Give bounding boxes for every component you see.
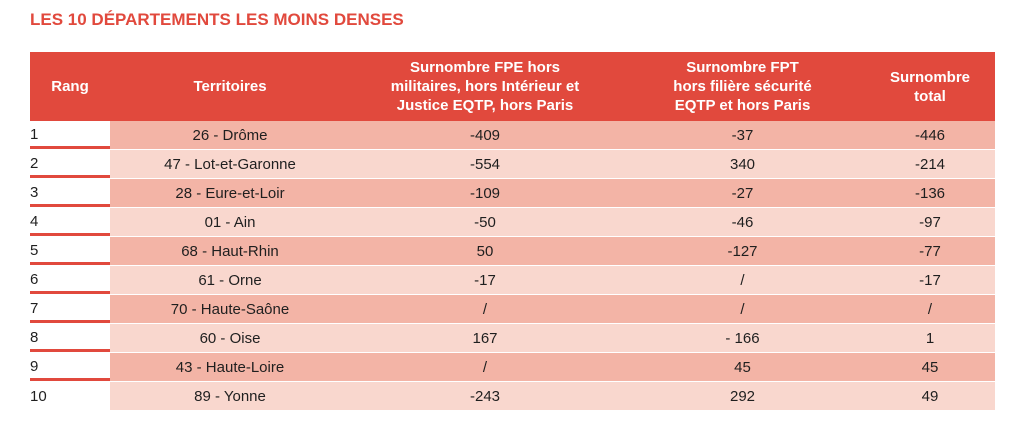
fpt-cell: -127 xyxy=(620,237,865,265)
table-row: 2 47 - Lot-et-Garonne -554 340 -214 xyxy=(30,150,995,178)
table-row: 7 70 - Haute-Saône / / / xyxy=(30,295,995,323)
fpe-cell: -17 xyxy=(350,266,620,294)
territory-cell: 43 - Haute-Loire xyxy=(110,353,350,381)
header-surnombre-fpe: Surnombre FPE hors militaires, hors Inté… xyxy=(350,52,620,121)
fpt-cell: / xyxy=(620,295,865,323)
rank-cell: 1 xyxy=(30,121,110,149)
territory-cell: 47 - Lot-et-Garonne xyxy=(110,150,350,178)
rank-cell: 9 xyxy=(30,353,110,381)
rank-cell: 3 xyxy=(30,179,110,207)
territory-cell: 61 - Orne xyxy=(110,266,350,294)
territory-cell: 70 - Haute-Saône xyxy=(110,295,350,323)
rank-cell: 6 xyxy=(30,266,110,294)
header-line: Surnombre xyxy=(889,68,970,86)
total-cell: -214 xyxy=(865,150,995,178)
header-line: Justice EQTP, hors Paris xyxy=(396,97,574,114)
fpe-cell: -50 xyxy=(350,208,620,236)
fpe-cell: -554 xyxy=(350,150,620,178)
territory-cell: 26 - Drôme xyxy=(110,121,350,149)
territory-cell: 28 - Eure-et-Loir xyxy=(110,179,350,207)
total-cell: -77 xyxy=(865,237,995,265)
header-territoires: Territoires xyxy=(110,52,350,121)
fpt-cell: 340 xyxy=(620,150,865,178)
total-cell: -97 xyxy=(865,208,995,236)
rank-cell: 7 xyxy=(30,295,110,323)
table-row: 1 26 - Drôme -409 -37 -446 xyxy=(30,121,995,149)
table-row: 3 28 - Eure-et-Loir -109 -27 -136 xyxy=(30,179,995,207)
header-line: Rang xyxy=(51,78,89,95)
header-line: Territoires xyxy=(193,78,267,95)
fpe-cell: -109 xyxy=(350,179,620,207)
table-row: 10 89 - Yonne -243 292 49 xyxy=(30,382,995,410)
header-rang: Rang xyxy=(30,52,110,121)
density-table: Rang Territoires Surnombre FPE hors mili… xyxy=(30,52,995,411)
total-cell: -446 xyxy=(865,121,995,149)
territory-cell: 60 - Oise xyxy=(110,324,350,352)
header-line: Surnombre FPE hors xyxy=(409,59,561,76)
total-cell: -17 xyxy=(865,266,995,294)
table-row: 9 43 - Haute-Loire / 45 45 xyxy=(30,353,995,381)
table-row: 8 60 - Oise 167 - 166 1 xyxy=(30,324,995,352)
header-line: hors filière sécurité xyxy=(673,78,812,95)
fpe-cell: -243 xyxy=(350,382,620,410)
fpt-cell: / xyxy=(620,266,865,294)
total-cell: -136 xyxy=(865,179,995,207)
fpe-cell: 50 xyxy=(350,237,620,265)
header-line: militaires, hors Intérieur et xyxy=(390,78,580,95)
total-cell: 45 xyxy=(865,353,995,381)
table-row: 4 01 - Ain -50 -46 -97 xyxy=(30,208,995,236)
fpe-cell: / xyxy=(350,353,620,381)
rank-cell: 10 xyxy=(30,382,110,410)
rank-cell: 5 xyxy=(30,237,110,265)
fpt-cell: -46 xyxy=(620,208,865,236)
fpt-cell: 45 xyxy=(620,353,865,381)
total-cell: 1 xyxy=(865,324,995,352)
header-surnombre-total: Surnombre total xyxy=(865,52,995,121)
total-cell: 49 xyxy=(865,382,995,410)
header-line: total xyxy=(914,87,946,105)
rank-cell: 2 xyxy=(30,150,110,178)
total-cell: / xyxy=(865,295,995,323)
territory-cell: 89 - Yonne xyxy=(110,382,350,410)
rank-cell: 8 xyxy=(30,324,110,352)
table-row: 6 61 - Orne -17 / -17 xyxy=(30,266,995,294)
fpt-cell: -37 xyxy=(620,121,865,149)
table-row: 5 68 - Haut-Rhin 50 -127 -77 xyxy=(30,237,995,265)
territory-cell: 68 - Haut-Rhin xyxy=(110,237,350,265)
fpt-cell: 292 xyxy=(620,382,865,410)
page-title: LES 10 DÉPARTEMENTS LES MOINS DENSES xyxy=(30,10,404,29)
rank-cell: 4 xyxy=(30,208,110,236)
header-line: EQTP et hors Paris xyxy=(674,97,811,114)
fpe-cell: / xyxy=(350,295,620,323)
table-header: Rang Territoires Surnombre FPE hors mili… xyxy=(30,52,995,121)
fpt-cell: - 166 xyxy=(620,324,865,352)
fpe-cell: 167 xyxy=(350,324,620,352)
header-line: Surnombre FPT xyxy=(686,59,799,76)
territory-cell: 01 - Ain xyxy=(110,208,350,236)
header-surnombre-fpt: Surnombre FPT hors filière sécurité EQTP… xyxy=(620,52,865,121)
fpt-cell: -27 xyxy=(620,179,865,207)
fpe-cell: -409 xyxy=(350,121,620,149)
